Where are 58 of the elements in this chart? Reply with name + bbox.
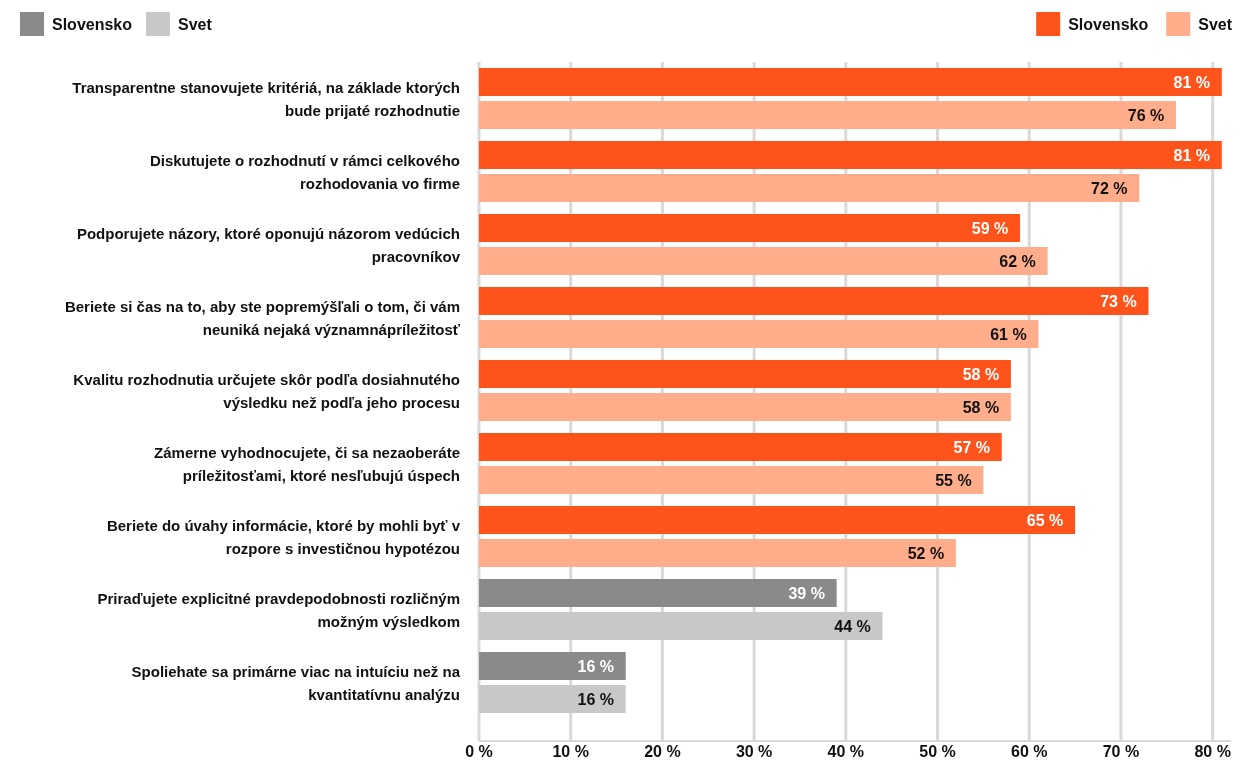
- bar: [479, 579, 837, 607]
- bar: [479, 214, 1021, 242]
- data-label: 62 %: [999, 252, 1036, 270]
- y-tick-label: Diskutujete o rozhodnutí v rámci celkového rozhodovania vo firme: [149, 151, 460, 192]
- bar: [479, 685, 626, 713]
- y-tick-label: Kvalitu rozhodnutia určujete skôr podľa dosiahnutého výsledku než podľa jeho procesu: [73, 370, 460, 411]
- x-tick-label: 80 %: [1194, 743, 1231, 760]
- x-tick-label: 20 %: [644, 743, 681, 760]
- x-tick-label: 30 %: [735, 743, 773, 760]
- bar: [479, 320, 1039, 348]
- bar: [479, 506, 1076, 534]
- legend-label: Svet: [1198, 15, 1233, 33]
- y-tick-label: Transparentne stanovujete kritériá, na základe ktorých bude prijaté rozhodnutie: [72, 78, 460, 119]
- data-label: 81 %: [1173, 73, 1211, 91]
- x-tick-label: 10 %: [552, 743, 589, 760]
- y-tick-label: Beriete si čas na to, aby ste popremýšľali o tom, či vám neuniká nejaká významnápríležitosť: [64, 297, 461, 338]
- data-label: 44 %: [834, 617, 871, 635]
- y-tick-label: Priraďujete explicitné pravdepodobnosti rozličným možným výsledkom: [97, 589, 460, 630]
- x-tick-label: 0 %: [465, 743, 493, 760]
- legend-label: Slovensko: [52, 15, 133, 33]
- bar: [479, 433, 1002, 461]
- legend-label: Svet: [178, 15, 213, 33]
- legend-label: Slovensko: [1068, 15, 1149, 33]
- data-label: 16 %: [577, 690, 614, 708]
- bar: [479, 141, 1222, 169]
- y-tick-label: Beriete do úvahy informácie, ktoré by mohli byť v rozpore s investičnou hypotézou: [106, 516, 461, 557]
- x-tick-label: 70 %: [1102, 743, 1140, 760]
- bar: [479, 360, 1011, 388]
- data-label: 65 %: [1026, 511, 1064, 529]
- bar: [479, 393, 1011, 421]
- data-label: 58 %: [962, 398, 1000, 416]
- data-label: 61 %: [990, 325, 1027, 343]
- data-label: 52 %: [907, 544, 945, 562]
- bar: [479, 539, 956, 567]
- x-tick-label: 50 %: [919, 743, 956, 760]
- data-label: 59 %: [971, 219, 1009, 237]
- bar: [479, 612, 883, 640]
- data-label: 55 %: [935, 471, 972, 489]
- y-tick-label: Podporujete názory, ktoré oponujú názorom vedúcich pracovníkov: [76, 224, 461, 265]
- data-label: 81 %: [1173, 146, 1211, 164]
- y-tick-label: Spoliehate sa primárne viac na intuíciu než na kvantitatívnu analýzu: [131, 662, 461, 703]
- y-tick-label: Zámerne vyhodnocujete, či sa nezaoberáte príležitosťami, ktoré nesľubujú úspech: [154, 443, 460, 484]
- data-label: 76 %: [1127, 106, 1165, 124]
- data-label: 58 %: [962, 365, 1000, 383]
- bar: [479, 174, 1140, 202]
- bar: [479, 247, 1048, 275]
- bar: [479, 68, 1222, 96]
- bar: [479, 287, 1149, 315]
- data-label: 72 %: [1091, 179, 1128, 197]
- data-label: 16 %: [577, 657, 614, 675]
- x-tick-label: 40 %: [827, 743, 865, 760]
- data-label: 73 %: [1100, 292, 1137, 310]
- bar: [479, 652, 626, 680]
- bar: [479, 466, 984, 494]
- data-label: 57 %: [953, 438, 990, 456]
- x-tick-label: 60 %: [1011, 743, 1048, 760]
- data-label: 39 %: [788, 584, 825, 602]
- bar: [479, 101, 1176, 129]
